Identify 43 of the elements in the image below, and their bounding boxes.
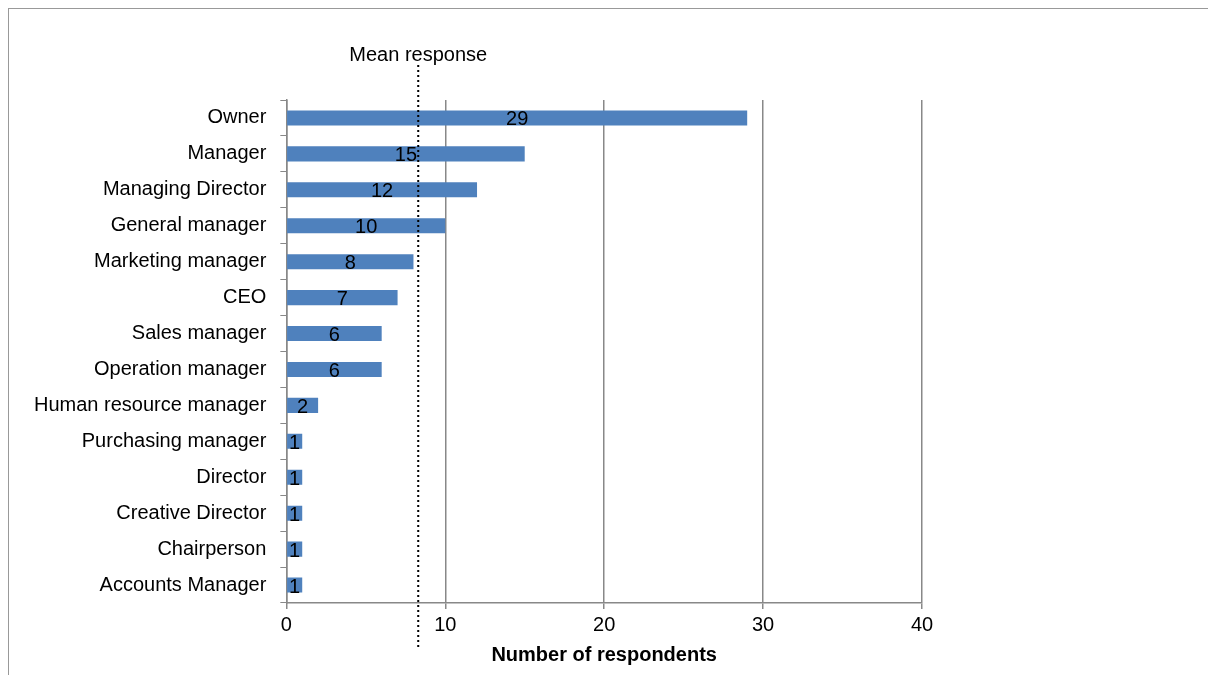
data-label: 1 xyxy=(289,466,301,489)
data-label: 15 xyxy=(394,143,418,166)
data-label: 1 xyxy=(289,430,301,453)
x-tick-label: 30 xyxy=(751,612,775,635)
x-tick-label: 20 xyxy=(593,612,616,635)
bar xyxy=(287,110,748,126)
data-label: 29 xyxy=(506,107,529,130)
y-tick-label: Purchasing manager xyxy=(81,428,267,451)
data-label: 10 xyxy=(355,215,378,238)
y-tick-label: CEO xyxy=(222,285,267,308)
x-tick-label: 0 xyxy=(280,612,292,635)
data-label: 8 xyxy=(344,251,356,274)
y-tick-label: Human resource manager xyxy=(33,392,267,415)
bar xyxy=(287,325,382,342)
data-label: 7 xyxy=(336,287,348,310)
y-tick-label: Chairperson xyxy=(157,536,267,559)
y-tick-label: Manager xyxy=(187,141,267,164)
x-axis-title: Number of respondents xyxy=(491,642,717,665)
y-tick-label: Creative Director xyxy=(116,500,267,523)
bar xyxy=(287,182,478,198)
y-tick-label: General manager xyxy=(110,213,267,236)
bar xyxy=(287,218,446,234)
data-label: 1 xyxy=(289,574,301,597)
bar xyxy=(287,254,414,270)
y-tick-label: Director xyxy=(196,464,267,487)
y-tick-label: Managing Director xyxy=(102,177,267,200)
x-tick-label: 40 xyxy=(910,612,934,635)
data-label: 12 xyxy=(370,179,394,202)
bar xyxy=(287,361,382,378)
y-tick-label: Accounts Manager xyxy=(99,572,267,595)
x-tick-label: 10 xyxy=(434,612,457,635)
data-label: 1 xyxy=(289,502,301,525)
ref-line-label: Mean response xyxy=(349,42,488,65)
data-label: 1 xyxy=(289,538,301,561)
data-label: 6 xyxy=(328,358,340,381)
y-tick-label: Marketing manager xyxy=(94,249,267,272)
data-label: 2 xyxy=(297,394,309,417)
bar xyxy=(287,290,398,306)
bar xyxy=(287,146,525,162)
data-label: 6 xyxy=(328,323,340,346)
y-tick-label: Owner xyxy=(207,105,267,128)
y-tick-label: Sales manager xyxy=(131,321,267,344)
y-tick-label: Operation manager xyxy=(94,356,267,379)
